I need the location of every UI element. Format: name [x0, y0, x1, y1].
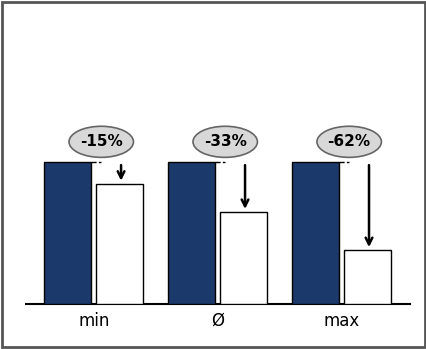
- Text: aufwendungen und Leerlaufzeiten: aufwendungen und Leerlaufzeiten: [12, 61, 414, 81]
- Bar: [220, 212, 267, 304]
- Text: -62%: -62%: [327, 134, 370, 149]
- Ellipse shape: [193, 126, 257, 157]
- Text: -33%: -33%: [203, 134, 246, 149]
- Text: Reduzierung von Abstimmungs-: Reduzierung von Abstimmungs-: [26, 21, 400, 41]
- Text: -15%: -15%: [80, 134, 122, 149]
- Bar: [168, 162, 215, 304]
- Bar: [96, 184, 143, 304]
- Bar: [343, 250, 390, 304]
- Ellipse shape: [69, 126, 133, 157]
- Ellipse shape: [316, 126, 380, 157]
- Bar: [291, 162, 339, 304]
- Bar: [44, 162, 91, 304]
